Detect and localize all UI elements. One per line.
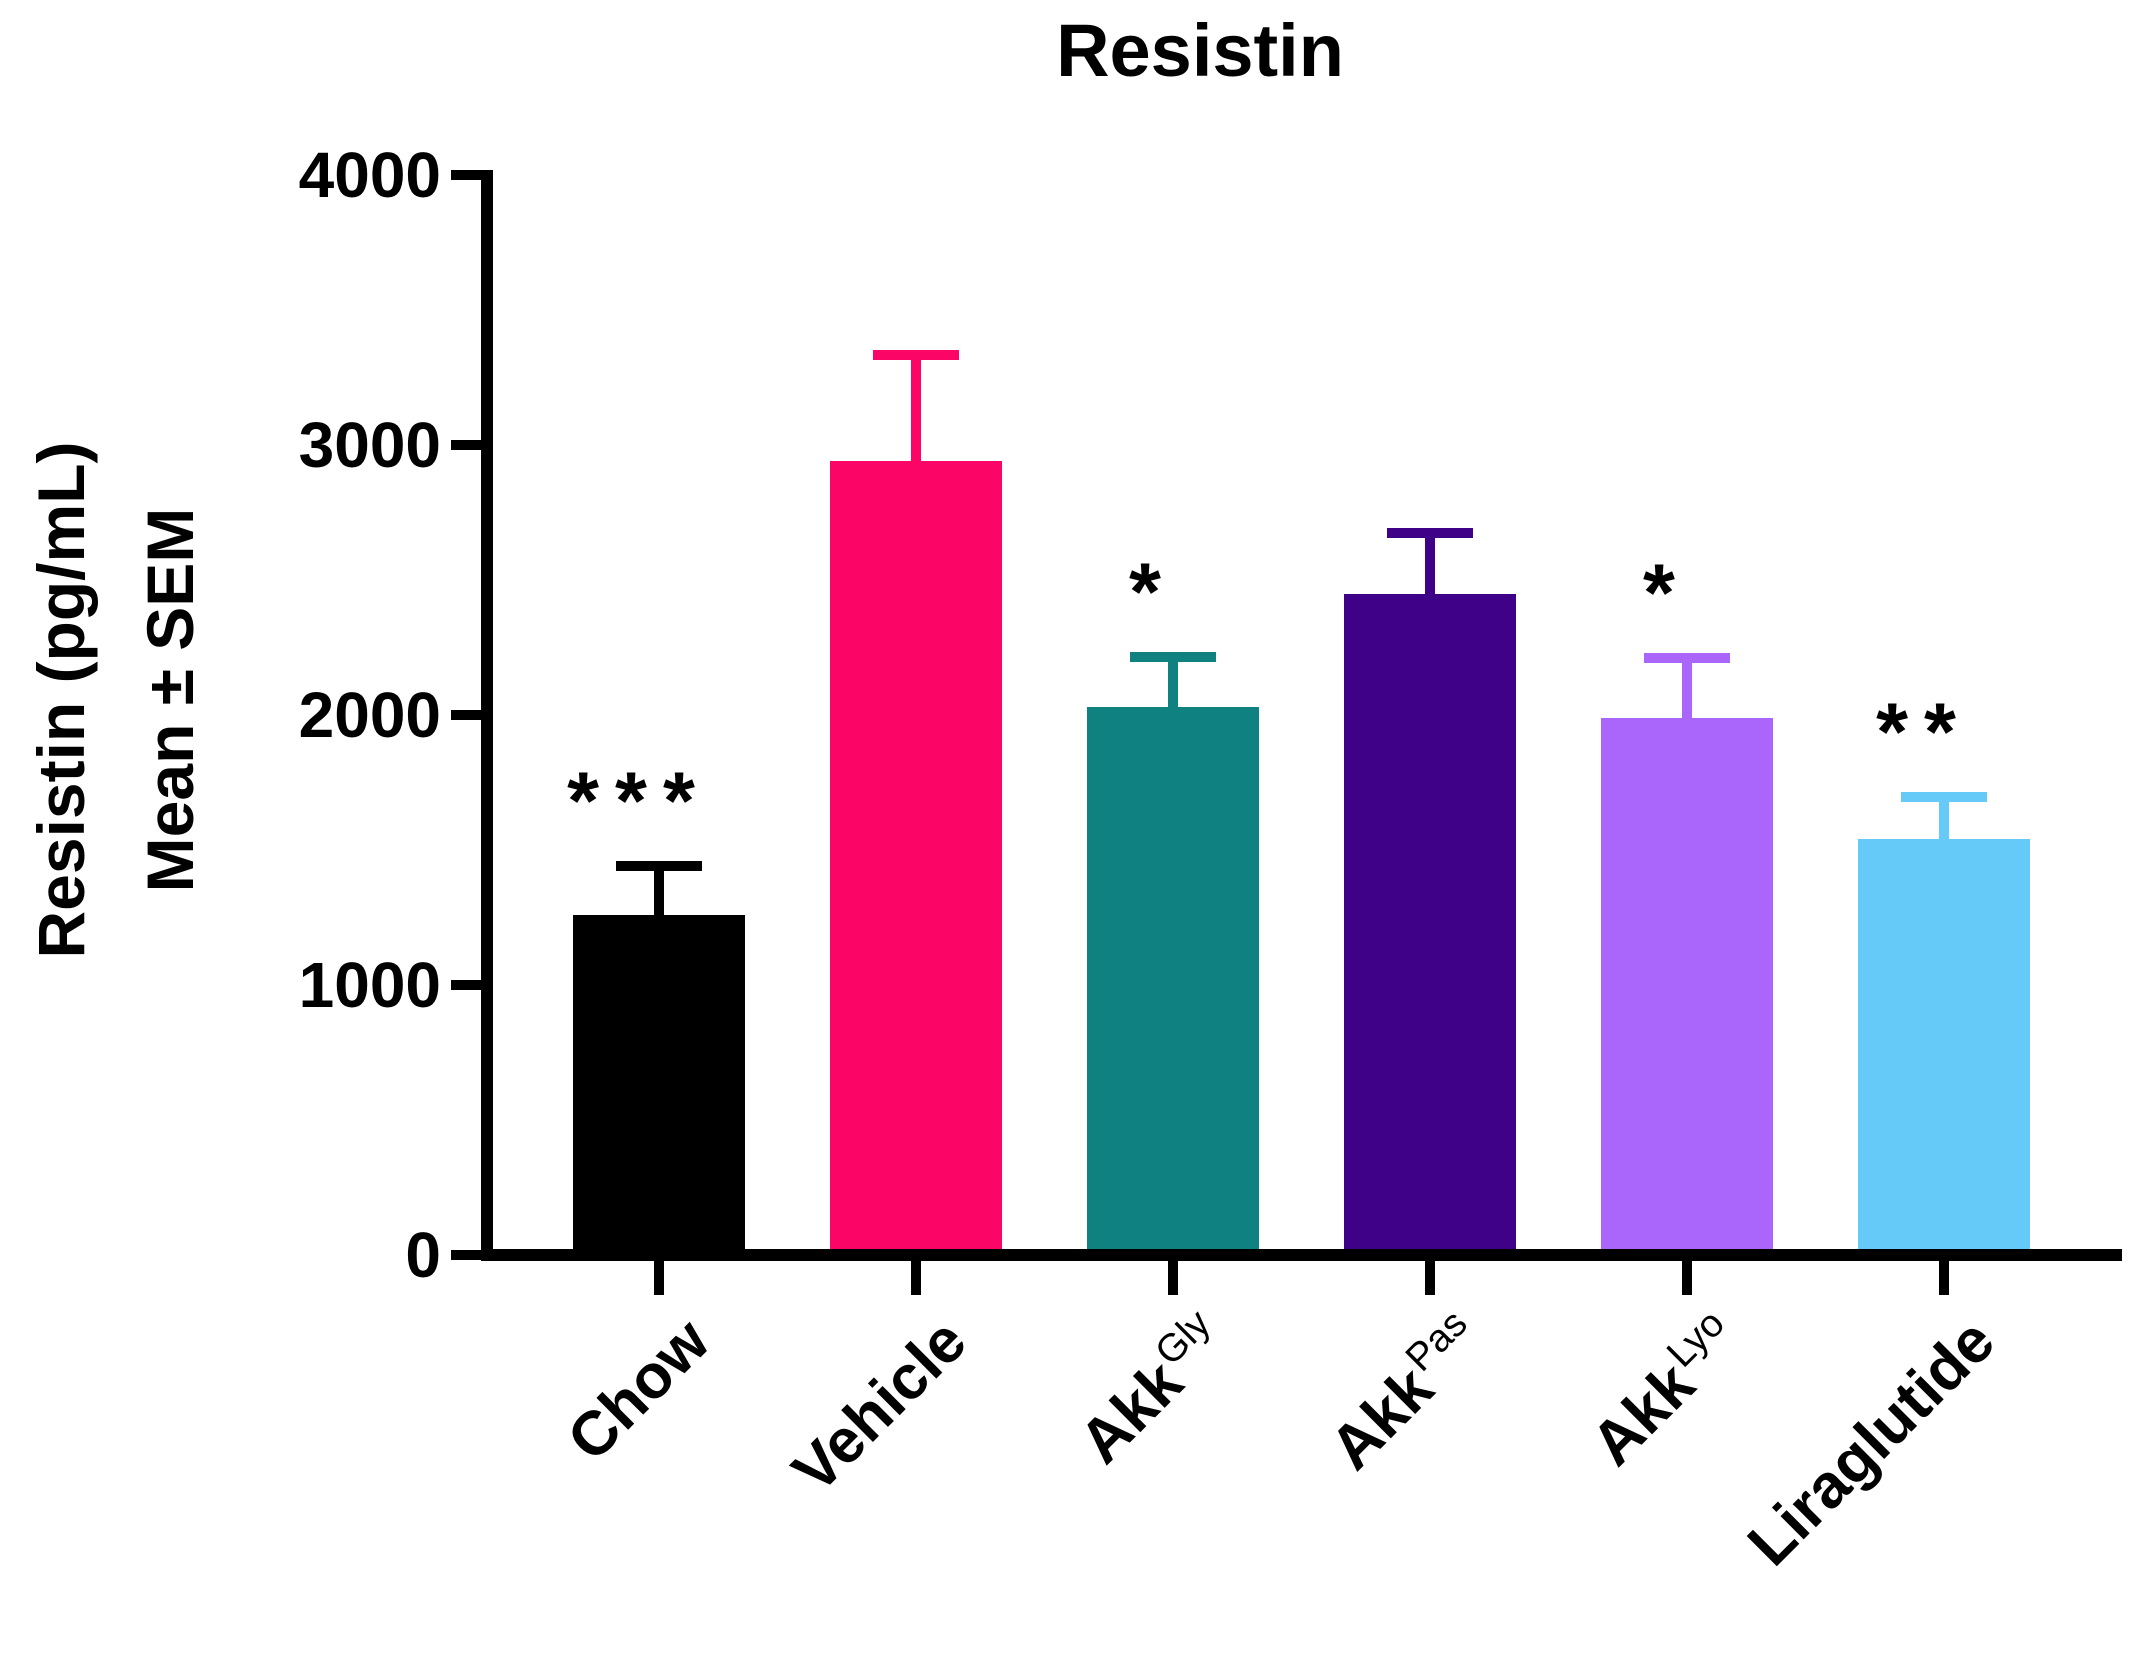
x-axis-label-akk-pas: AkkPas bbox=[1317, 1302, 1492, 1483]
x-axis-label-chow: Chow bbox=[554, 1306, 723, 1475]
x-axis-label-liraglutide: Liraglutide bbox=[1735, 1306, 2008, 1580]
x-tick-mark bbox=[1168, 1261, 1178, 1295]
error-bar-stem-akk-gly bbox=[1168, 656, 1178, 707]
significance-marker-akk-gly: * bbox=[1129, 546, 1177, 638]
y-axis-title-line2: Mean ± SEM bbox=[133, 507, 207, 893]
x-tick-mark bbox=[1682, 1261, 1692, 1295]
error-bar-stem-vehicle bbox=[911, 354, 921, 462]
y-tick-mark bbox=[451, 170, 481, 180]
y-tick-mark bbox=[451, 980, 481, 990]
bar-akk-lyo bbox=[1601, 717, 1773, 1261]
bar-liraglutide bbox=[1858, 839, 2030, 1261]
x-axis-label-vehicle: Vehicle bbox=[780, 1306, 980, 1507]
y-tick-mark bbox=[451, 710, 481, 720]
x-tick-mark bbox=[911, 1261, 921, 1295]
x-axis-label-akk-lyo: AkkLyo bbox=[1578, 1302, 1749, 1479]
y-tick-label: 4000 bbox=[298, 139, 441, 211]
error-bar-cap-chow bbox=[616, 861, 702, 872]
significance-marker-liraglutide: ** bbox=[1876, 687, 1972, 779]
significance-marker-chow: *** bbox=[567, 756, 711, 848]
x-axis-label-text: Chow bbox=[554, 1306, 723, 1475]
error-bar-stem-liraglutide bbox=[1939, 797, 1949, 840]
y-tick-mark bbox=[451, 1250, 481, 1260]
x-tick-mark bbox=[1939, 1261, 1949, 1295]
error-bar-cap-akk-gly bbox=[1130, 651, 1216, 662]
x-axis-label-text: Liraglutide bbox=[1735, 1306, 2008, 1580]
y-axis-line bbox=[481, 170, 493, 1260]
error-bar-stem-chow bbox=[654, 866, 664, 915]
error-bar-stem-akk-pas bbox=[1425, 532, 1435, 594]
error-bar-cap-akk-lyo bbox=[1644, 653, 1730, 664]
x-tick-mark bbox=[654, 1261, 664, 1295]
x-tick-mark bbox=[1425, 1261, 1435, 1295]
bar-akk-gly bbox=[1087, 706, 1259, 1261]
error-bar-stem-akk-lyo bbox=[1682, 658, 1692, 718]
y-axis-title-line1: Resistin (pg/mL) bbox=[24, 441, 99, 959]
error-bar-cap-akk-pas bbox=[1387, 527, 1473, 538]
y-axis-title: Resistin (pg/mL) Mean ± SEM bbox=[7, 441, 225, 958]
y-tick-label: 0 bbox=[405, 1219, 441, 1291]
x-axis-label-text: Vehicle bbox=[780, 1306, 980, 1507]
significance-marker-akk-lyo: * bbox=[1643, 548, 1691, 640]
y-tick-mark bbox=[451, 440, 481, 450]
bar-akk-pas bbox=[1344, 593, 1516, 1261]
error-bar-cap-vehicle bbox=[873, 349, 959, 360]
bar-vehicle bbox=[830, 461, 1002, 1261]
y-tick-label: 2000 bbox=[298, 679, 441, 751]
error-bar-cap-liraglutide bbox=[1901, 792, 1987, 803]
y-tick-label: 1000 bbox=[298, 949, 441, 1021]
x-axis-line bbox=[481, 1249, 2122, 1261]
chart-title: Resistin bbox=[1056, 9, 1344, 92]
x-axis-label-akk-gly: AkkGly bbox=[1066, 1302, 1235, 1477]
bar-chow bbox=[573, 914, 745, 1261]
y-tick-label: 3000 bbox=[298, 409, 441, 481]
